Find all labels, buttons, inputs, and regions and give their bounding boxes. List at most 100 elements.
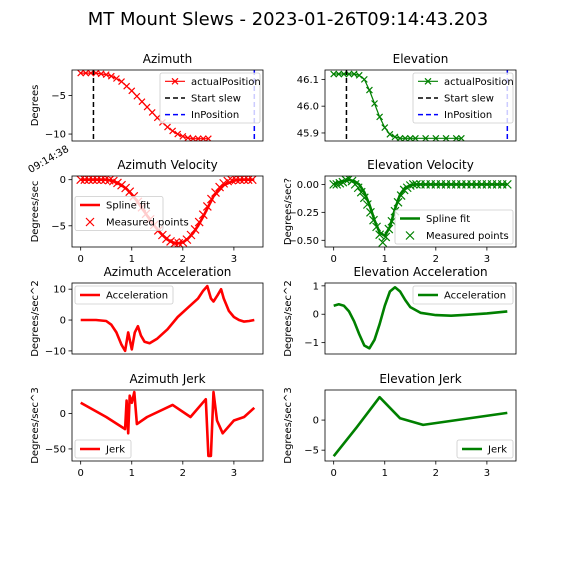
measured-points-point-b bbox=[108, 176, 118, 186]
x-tick-label: 0 bbox=[77, 468, 83, 479]
x-tick-label: 3 bbox=[484, 468, 490, 479]
x-tick-label: 2 bbox=[180, 468, 186, 479]
measured-points-point-b bbox=[381, 232, 391, 242]
actualposition-point-b bbox=[345, 70, 353, 78]
actualposition-point-b bbox=[153, 114, 161, 122]
axes-frame bbox=[324, 389, 517, 462]
legend: actualPosition Start slew InPosition bbox=[412, 72, 514, 124]
measured-points-point-b bbox=[178, 237, 188, 247]
measured-points-point-b bbox=[332, 179, 342, 189]
chart-el_pos: Elevation 46.1 46.0 45.9 actualPosition Start… bbox=[297, 52, 517, 142]
actualposition-point-b bbox=[123, 82, 131, 90]
actualposition-point-b bbox=[350, 70, 358, 78]
measured-points-point-b bbox=[80, 176, 90, 185]
legend-label: Spline fit bbox=[106, 201, 150, 212]
actualposition-point-b bbox=[366, 86, 373, 94]
chart-title: Elevation Velocity bbox=[367, 158, 474, 172]
legend-box bbox=[159, 72, 261, 124]
chart-az_vel: Azimuth Velocity Degrees/sec 0 −5 0 1 2 3 Spline… bbox=[30, 158, 264, 265]
legend-box bbox=[74, 439, 132, 459]
y-tick-label: −50 bbox=[45, 444, 66, 455]
measured-points-point-b bbox=[239, 176, 249, 185]
y-tick-label: 10 bbox=[53, 285, 66, 296]
y-tick-label: −0.25 bbox=[288, 208, 319, 219]
legend-handle-b bbox=[405, 231, 415, 240]
measured-points-point-b bbox=[378, 238, 388, 247]
legend-label: Jerk bbox=[105, 445, 125, 456]
x-tick-label: 1 bbox=[382, 254, 388, 265]
actualposition-point-b bbox=[113, 75, 120, 82]
chart-el_jerk: Elevation Jerk Degrees/sec^3 0 −5 0 1 2 3 Jerk bbox=[283, 372, 517, 479]
measured-points-point-b bbox=[170, 238, 180, 247]
measured-points-point-b bbox=[405, 181, 415, 190]
actualposition-point-b bbox=[376, 113, 384, 121]
measured-points-point-b bbox=[369, 215, 378, 225]
legend-label: Jerk bbox=[487, 445, 507, 456]
y-tick-label: −10 bbox=[45, 130, 66, 141]
actualposition-point-b bbox=[335, 70, 343, 78]
y-tick-label: 45.9 bbox=[297, 128, 319, 139]
chart-az_acc: Azimuth Acceleration Degrees/sec^2 10 0 −10 A… bbox=[30, 265, 264, 357]
jerk-line bbox=[80, 390, 256, 458]
measured-points-point-b bbox=[202, 202, 212, 211]
actualposition-point-b bbox=[432, 134, 440, 141]
chart-title: Azimuth Velocity bbox=[117, 158, 217, 172]
y-tick-label: −10 bbox=[45, 346, 66, 357]
actualposition-point-b bbox=[77, 70, 85, 77]
measured-points-point-b bbox=[113, 178, 122, 188]
actualposition-point-b bbox=[330, 70, 338, 78]
y-tick-label: 0 bbox=[60, 409, 66, 420]
legend: actualPosition Start slew InPosition bbox=[159, 72, 261, 124]
plot-area bbox=[80, 284, 255, 353]
measured-points-point-b bbox=[96, 176, 106, 185]
plot-area bbox=[329, 176, 512, 247]
legend-label: actualPosition bbox=[444, 77, 514, 88]
figure-title: MT Mount Slews - 2023-01-26T09:14:43.203 bbox=[88, 9, 488, 30]
y-tick-label: −0.50 bbox=[288, 236, 319, 247]
legend: Spline fit Measured points bbox=[74, 196, 189, 231]
y-tick-label: 0.00 bbox=[297, 180, 319, 191]
legend-handle-marker-b bbox=[171, 77, 179, 85]
jerk-line bbox=[332, 395, 508, 458]
measured-points-point-b bbox=[372, 222, 382, 232]
measured-points-point-b bbox=[384, 224, 394, 234]
axes-frame bbox=[324, 282, 517, 355]
legend-box bbox=[74, 285, 174, 305]
x-tick-label: 3 bbox=[231, 254, 237, 265]
chart-title: Elevation bbox=[393, 52, 449, 66]
legend-label: Start slew bbox=[191, 94, 241, 105]
measured-points-point-b bbox=[387, 216, 397, 226]
x-tick-label: 0 bbox=[330, 468, 336, 479]
y-axis-label: Degrees/sec^2 bbox=[283, 280, 294, 357]
actualposition-point-b bbox=[422, 134, 430, 141]
measured-points-point-b bbox=[76, 176, 86, 185]
measured-points-point-b bbox=[211, 188, 220, 198]
chart-el_vel: Elevation Velocity Degrees/sec? 0.00 −0.25 −… bbox=[283, 158, 517, 265]
y-axis-label: Degrees/sec? bbox=[283, 178, 294, 245]
plot-area bbox=[332, 395, 508, 458]
measured-points-point-b bbox=[166, 237, 175, 246]
actualposition-point-b bbox=[133, 92, 141, 100]
y-tick-label: 46.1 bbox=[297, 75, 319, 86]
measured-points-point-b bbox=[353, 183, 363, 193]
measured-points-point-b bbox=[393, 197, 403, 207]
y-tick-label: 0 bbox=[60, 175, 66, 186]
y-tick-label: 0 bbox=[60, 316, 66, 327]
measured-points-point-b bbox=[356, 187, 366, 197]
legend: Spline fit Measured points bbox=[394, 209, 514, 245]
acceleration-line bbox=[333, 285, 508, 350]
actualposition-point-b bbox=[82, 70, 90, 77]
y-tick-label: 0 bbox=[313, 416, 319, 427]
measured-points-point-b bbox=[117, 180, 126, 190]
measured-points-point-b bbox=[84, 176, 94, 185]
legend-box bbox=[412, 285, 514, 305]
chart-title: Azimuth Acceleration bbox=[104, 265, 232, 279]
actualposition-point-b bbox=[452, 134, 460, 141]
actualposition-point-b bbox=[360, 75, 368, 83]
x-tick-label: 3 bbox=[231, 468, 237, 479]
actualposition-point-b bbox=[169, 127, 177, 135]
measured-points-point-b bbox=[92, 176, 102, 185]
measured-points-point-b bbox=[408, 179, 418, 189]
legend-label: Start slew bbox=[444, 94, 494, 105]
